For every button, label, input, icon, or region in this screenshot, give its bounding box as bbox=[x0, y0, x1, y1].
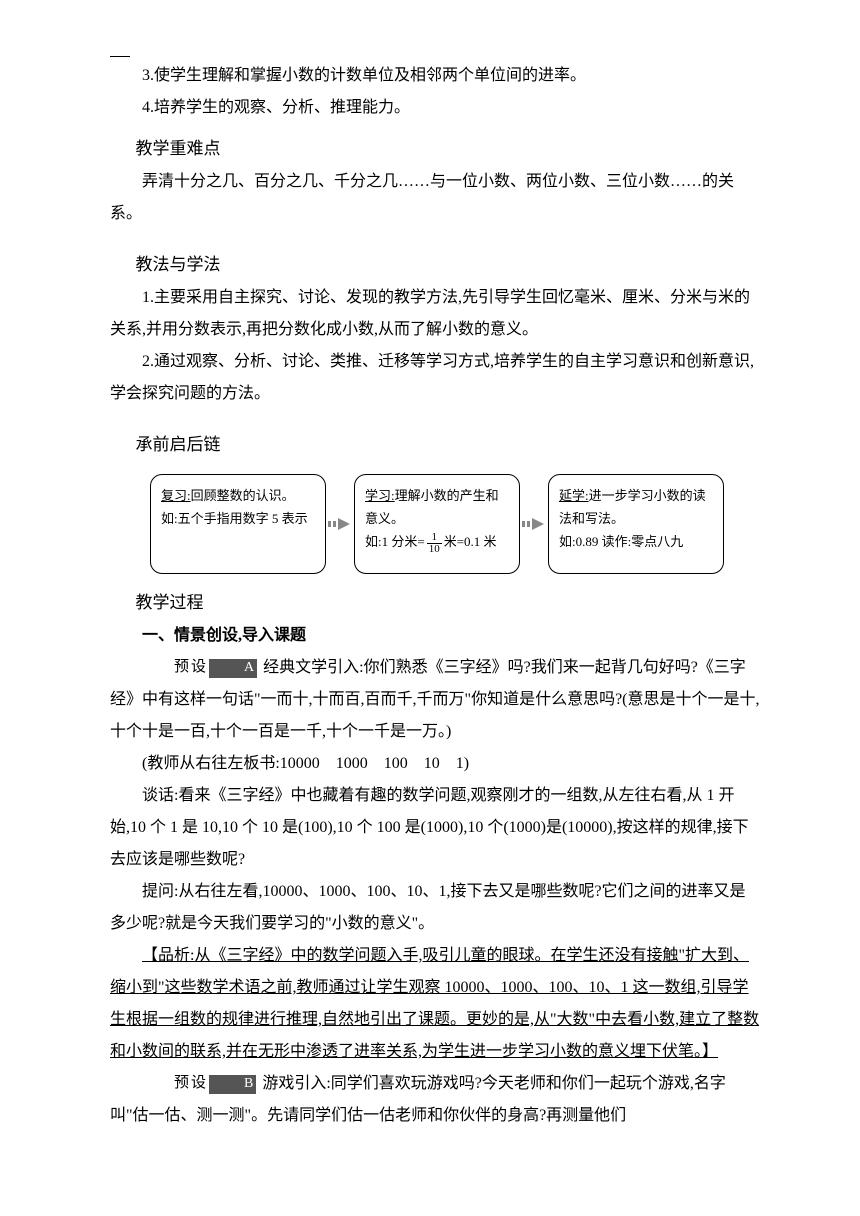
box3-label: 延学: bbox=[559, 488, 589, 503]
objective-3: 3.使学生理解和掌握小数的计数单位及相邻两个单位间的进率。 bbox=[110, 60, 760, 92]
box3-text2: 如:0.89 读作:零点八九 bbox=[559, 531, 713, 554]
preset-b-label: 预设 bbox=[142, 1068, 208, 1098]
box1-label: 复习: bbox=[161, 488, 191, 503]
preset-a-label: 预设 bbox=[142, 652, 208, 682]
box2-label: 学习: bbox=[365, 488, 395, 503]
methods-heading: 教法与学法 bbox=[110, 248, 760, 282]
box1-text2: 如:五个手指用数字 5 表示 bbox=[161, 508, 315, 531]
method-1: 1.主要采用自主探究、讨论、发现的教学方法,先引导学生回忆毫米、厘米、分米与米的… bbox=[110, 282, 760, 346]
difficulty-text: 弄清十分之几、百分之几、千分之几……与一位小数、两位小数、三位小数……的关系。 bbox=[110, 166, 760, 230]
chain-box-review: 复习:回顾整数的认识。 如:五个手指用数字 5 表示 bbox=[150, 474, 326, 574]
difficulty-heading: 教学重难点 bbox=[110, 132, 760, 166]
chain-diagram: 复习:回顾整数的认识。 如:五个手指用数字 5 表示 学习:理解小数的产生和意义… bbox=[150, 474, 760, 574]
fraction-icon: 110 bbox=[427, 532, 442, 555]
box2-text2a: 如:1 分米= bbox=[365, 534, 425, 549]
analysis-paragraph: 【品析:从《三字经》中的数学问题入手,吸引儿童的眼球。在学生还没有接触"扩大到、… bbox=[110, 940, 760, 1068]
preset-b-badge: B bbox=[209, 1075, 256, 1094]
question-paragraph: 提问:从右往左看,10000、1000、100、10、1,接下去又是哪些数呢?它… bbox=[110, 876, 760, 940]
preset-b-paragraph: 预设B 游戏引入:同学们喜欢玩游戏吗?今天老师和你们一起玩个游戏,名字叫"估一估… bbox=[110, 1068, 760, 1132]
preset-a-paragraph: 预设A 经典文学引入:你们熟悉《三字经》吗?我们来一起背几句好吗?《三字经》中有… bbox=[110, 652, 760, 748]
box1-text1: 回顾整数的认识。 bbox=[191, 488, 295, 503]
method-2: 2.通过观察、分析、讨论、类推、迁移等学习方式,培养学生的自主学习意识和创新意识… bbox=[110, 346, 760, 410]
talk-paragraph: 谈话:看来《三字经》中也藏着有趣的数学问题,观察刚才的一组数,从左往右看,从 1… bbox=[110, 780, 760, 876]
chain-box-extend: 延学:进一步学习小数的读法和写法。 如:0.89 读作:零点八九 bbox=[548, 474, 724, 574]
preset-a-badge: A bbox=[209, 659, 257, 678]
teacher-note: (教师从右往左板书:10000 1000 100 10 1) bbox=[110, 748, 760, 780]
arrow-1 bbox=[328, 517, 352, 531]
top-accent-line bbox=[110, 56, 130, 57]
process-heading: 教学过程 bbox=[110, 586, 760, 620]
arrow-2 bbox=[522, 517, 546, 531]
chain-box-study: 学习:理解小数的产生和意义。 如:1 分米=110米=0.1 米 bbox=[354, 474, 520, 574]
scene-heading: 一、情景创设,导入课题 bbox=[110, 620, 760, 652]
chain-heading: 承前启后链 bbox=[110, 428, 760, 462]
objective-4: 4.培养学生的观察、分析、推理能力。 bbox=[110, 92, 760, 124]
box2-text2b: 米=0.1 米 bbox=[444, 534, 497, 549]
